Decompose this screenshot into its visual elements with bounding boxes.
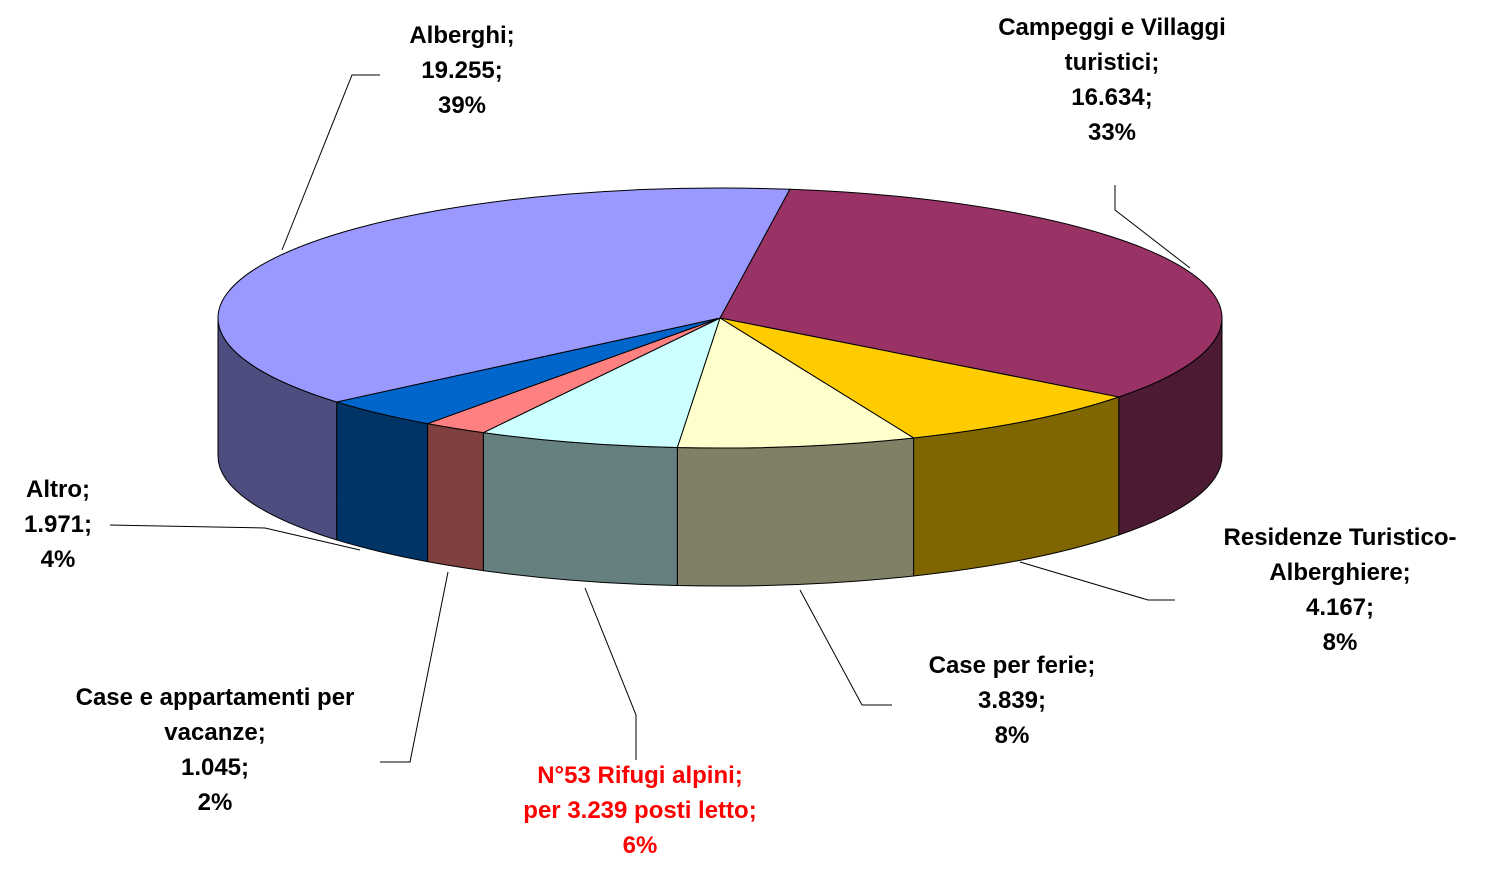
slice-side (676, 437, 915, 587)
slice (676, 317, 916, 449)
category-label: Residenze Turistico-Alberghiere; (1223, 524, 1457, 586)
data-label: Case per ferie; 3.839; 8% (882, 648, 1142, 753)
category-label: Campeggi e Villaggi turistici; (998, 14, 1226, 76)
leader-line (281, 74, 380, 251)
value-label: 1.045; (180, 754, 250, 781)
value-label: 16.634; (1071, 84, 1153, 111)
value-label: 1.971; (23, 511, 93, 538)
value-label: per 3.239 posti letto; (523, 797, 757, 824)
percent-label: 8% (1322, 629, 1358, 656)
value-label: 19.255; (421, 57, 503, 84)
data-label: Case e appartamenti per vacanze; 1.045; 2% (60, 680, 370, 820)
leader-line (109, 524, 361, 551)
data-label: Altro; 1.971; 4% (0, 472, 118, 577)
category-label: Case e appartamenti per vacanze; (75, 684, 355, 746)
data-label: Campeggi e Villaggi turistici; 16.634; 33% (952, 10, 1272, 150)
data-label: N°53 Rifugi alpini; per 3.239 posti letto… (430, 758, 850, 863)
category-label: Alberghi; (409, 22, 515, 49)
percent-label: 6% (622, 832, 658, 859)
percent-label: 4% (40, 546, 76, 573)
pie (217, 187, 1223, 587)
category-label: N°53 Rifugi alpini; (537, 762, 743, 789)
leader-line (380, 571, 449, 763)
leader-line (799, 589, 892, 706)
slice (481, 317, 721, 449)
percent-label: 2% (197, 789, 233, 816)
data-label: Alberghi; 19.255; 39% (352, 18, 572, 123)
slice (719, 317, 1121, 439)
percent-label: 39% (437, 92, 487, 119)
slice (217, 187, 791, 403)
value-label: 4.167; (1305, 594, 1375, 621)
category-label: Altro; (26, 476, 90, 503)
percent-label: 8% (994, 722, 1030, 749)
slice (719, 188, 1223, 398)
data-label: Residenze Turistico-Alberghiere; 4.167; 8% (1175, 520, 1505, 660)
slice-side (482, 432, 678, 587)
category-label: Case per ferie; (928, 652, 1096, 679)
percent-label: 33% (1087, 119, 1137, 146)
value-label: 3.839; (977, 687, 1047, 714)
leader-line (584, 587, 637, 760)
slice-side (336, 401, 429, 563)
slice-side (427, 423, 484, 572)
leader-line (1114, 185, 1191, 269)
leader-line (1019, 561, 1175, 601)
leader-lines (109, 74, 1191, 763)
